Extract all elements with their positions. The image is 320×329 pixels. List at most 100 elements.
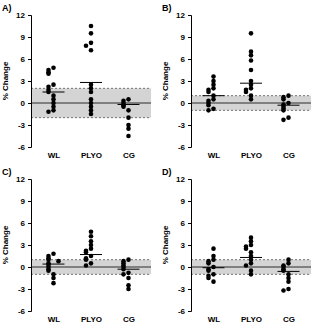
- tick: 0: [181, 263, 191, 272]
- point: [249, 68, 254, 73]
- point: [126, 257, 131, 262]
- mean-line: [203, 95, 225, 96]
- tick: -6: [18, 143, 31, 152]
- tick-mark: [28, 125, 31, 126]
- axis-line: [28, 180, 32, 312]
- point: [89, 112, 94, 117]
- mean-line: [278, 105, 300, 106]
- tick-label: -6: [178, 143, 186, 152]
- tick-label: 0: [21, 263, 26, 272]
- point: [89, 31, 94, 36]
- point: [286, 93, 291, 98]
- tick-mark: [28, 147, 31, 148]
- point: [249, 261, 254, 266]
- tick-label: -3: [18, 285, 26, 294]
- tick-label: -3: [18, 121, 26, 130]
- tick-label: WL: [208, 315, 221, 324]
- tick: CG: [123, 315, 135, 324]
- point: [244, 246, 249, 251]
- point: [206, 108, 211, 113]
- tick: -6: [18, 307, 31, 316]
- tick-label: 9: [21, 33, 26, 42]
- point: [286, 101, 291, 106]
- tick-label: 6: [21, 219, 26, 228]
- point: [206, 90, 211, 95]
- tick: WL: [208, 315, 221, 324]
- y-label: % Change: [1, 61, 10, 100]
- point: [89, 48, 94, 53]
- tick-label: PLYO: [241, 151, 262, 160]
- tick-label: CG: [123, 315, 135, 324]
- tick: 9: [181, 33, 191, 42]
- point: [84, 263, 89, 268]
- tick-label: 0: [181, 99, 186, 108]
- x-axis: WL PLYO CG: [48, 315, 135, 324]
- point: [84, 44, 89, 49]
- tick-mark: [188, 201, 191, 202]
- point: [244, 263, 249, 268]
- tick-label: PLYO: [81, 315, 102, 324]
- tick-label: 12: [176, 175, 185, 184]
- tick-mark: [188, 223, 191, 224]
- tick: -3: [178, 285, 191, 294]
- y-label: % Change: [1, 225, 10, 264]
- tick-label: 12: [176, 11, 185, 20]
- tick-mark: [188, 81, 191, 82]
- mean-line: [240, 83, 262, 84]
- tick: WL: [48, 315, 61, 324]
- point: [211, 279, 216, 284]
- tick: -3: [178, 121, 191, 130]
- tick: 12: [16, 11, 31, 20]
- tick-label: 0: [181, 263, 186, 272]
- tick-mark: [188, 125, 191, 126]
- tick-mark: [28, 245, 31, 246]
- point: [281, 288, 286, 293]
- tick-label: 3: [181, 77, 186, 86]
- point: [51, 281, 56, 286]
- tick-label: -3: [178, 121, 186, 130]
- point: [51, 108, 56, 113]
- point: [211, 97, 216, 102]
- x-axis: WLPLYOCG: [208, 151, 295, 160]
- tick-label: 9: [21, 197, 26, 206]
- mean-line: [278, 271, 300, 272]
- tick-label: WL: [48, 315, 61, 324]
- tick: WL: [48, 151, 61, 160]
- point: [126, 126, 131, 131]
- point: [286, 115, 291, 120]
- tick-label: 3: [181, 241, 186, 250]
- point: [206, 276, 211, 281]
- panel-title: A): [2, 3, 12, 13]
- point: [84, 257, 89, 262]
- point: [89, 24, 94, 29]
- mean-line: [118, 104, 140, 105]
- plot-area: [191, 31, 311, 122]
- panel: -6-3036912WLPLYOCGB)% Change: [161, 3, 311, 160]
- point: [206, 261, 211, 266]
- tick-label: 6: [21, 55, 26, 64]
- tick-mark: [188, 147, 191, 148]
- point: [211, 265, 216, 270]
- point: [206, 268, 211, 273]
- panel-title: C): [2, 167, 12, 177]
- tick-mark: [188, 37, 191, 38]
- panel-title: D): [162, 167, 172, 177]
- point: [211, 86, 216, 91]
- tick-label: 9: [181, 33, 186, 42]
- tick-label: 6: [181, 55, 186, 64]
- tick-label: -3: [178, 285, 186, 294]
- point: [126, 271, 131, 276]
- panel: -6-3036912WLPLYOCGA)% Change: [1, 3, 151, 160]
- tick-label: WL: [208, 151, 221, 160]
- plot-area: [191, 235, 311, 292]
- mean-line: [43, 92, 65, 93]
- tick-mark: [188, 59, 191, 60]
- tick: 9: [21, 197, 31, 206]
- point: [211, 257, 216, 262]
- point: [206, 103, 211, 108]
- tick: CG: [123, 151, 135, 160]
- band: [31, 88, 151, 117]
- band: [31, 260, 151, 275]
- tick-mark: [28, 289, 31, 290]
- point: [126, 108, 131, 113]
